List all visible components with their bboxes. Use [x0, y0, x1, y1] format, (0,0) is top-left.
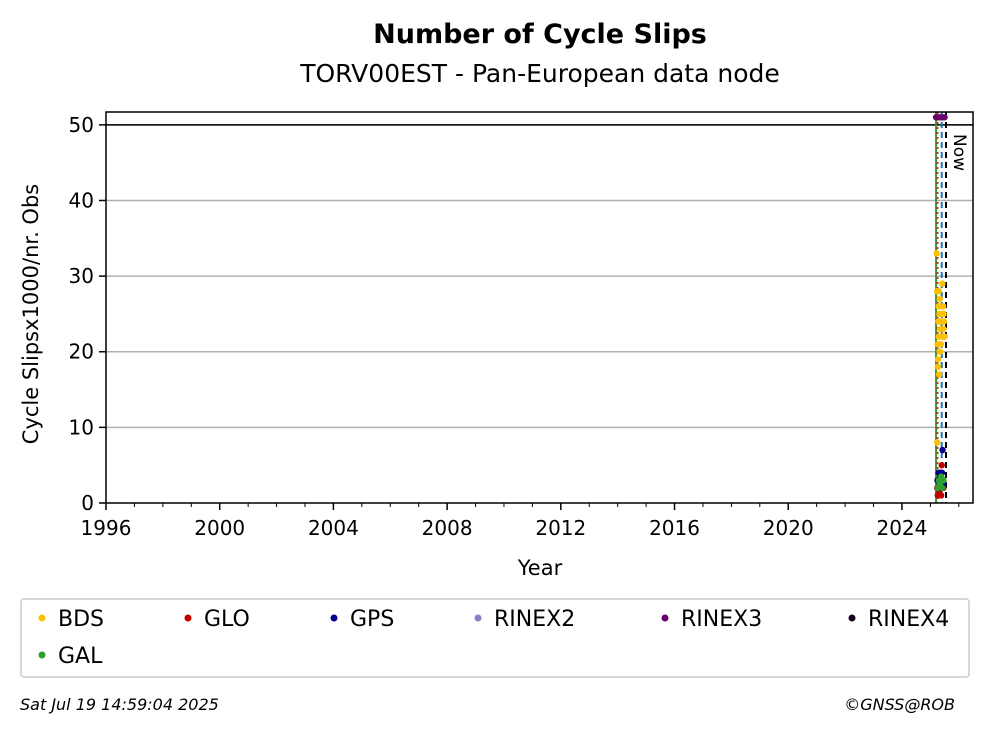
legend-box	[20, 598, 970, 678]
point-bds-22	[940, 325, 947, 333]
point-bds-28	[935, 288, 943, 295]
legend-label-gps: GPS	[350, 607, 394, 632]
point-bds-0	[933, 250, 940, 257]
legend-marker-bds	[38, 614, 46, 622]
point-bds-26	[933, 439, 941, 446]
legend-label-rinex3: RINEX3	[681, 607, 762, 632]
point-bds-27	[934, 363, 941, 371]
footer-timestamp: Sat Jul 19 14:59:04 2025	[20, 695, 219, 714]
y-tick-label-0: 0	[81, 491, 94, 515]
x-axis-ticks: 1996 2000 2004 2008 2012 2016 2020 2024	[81, 503, 960, 540]
point-bds-24	[940, 318, 948, 325]
y-axis-label: Cycle Slipsx1000/nr. Obs	[19, 184, 43, 444]
grid-lines	[106, 124, 973, 429]
point-glo-8	[938, 461, 945, 469]
legend-marker-rinex2	[474, 614, 482, 622]
y-tick-label-50: 50	[69, 113, 94, 137]
legend-label-glo: GLO	[204, 607, 250, 632]
x-axis-label: Year	[517, 556, 563, 580]
point-gps-9	[939, 446, 946, 454]
legend-marker-glo	[184, 614, 192, 622]
y-tick-label-20: 20	[69, 340, 94, 364]
legend-label-bds: BDS	[58, 607, 104, 632]
point-gal-4	[939, 484, 946, 492]
y-axis-ticks: 0 10 20 30 40 50	[69, 113, 106, 515]
y-tick-label-30: 30	[69, 264, 94, 288]
x-tick-label-2000: 2000	[194, 516, 245, 540]
footer-copyright: ©GNSS@ROB	[844, 695, 955, 714]
point-bds-29	[936, 348, 943, 355]
point-bds-3	[934, 356, 942, 363]
point-bds-9	[936, 295, 943, 303]
legend-marker-rinex3	[661, 614, 669, 622]
legend-marker-gps	[330, 614, 338, 622]
point-bds-13	[937, 340, 945, 348]
legend-label-gal: GAL	[58, 644, 103, 669]
legend-label-rinex4: RINEX4	[868, 607, 949, 632]
point-rinex3-5	[941, 114, 948, 121]
legend-label-rinex2: RINEX2	[494, 607, 575, 632]
now-label: Now	[949, 134, 969, 171]
chart-subtitle: TORV00EST - Pan-European data node	[299, 59, 780, 88]
point-bds-25	[941, 333, 948, 340]
point-glo-7	[937, 492, 945, 499]
legend-marker-rinex4	[848, 614, 856, 622]
point-bds-7	[935, 371, 943, 378]
point-bds-18	[939, 280, 946, 287]
x-tick-label-1996: 1996	[81, 516, 132, 540]
chart-title: Number of Cycle Slips	[373, 19, 707, 50]
legend-marker-gal	[38, 651, 46, 659]
x-tick-label-2024: 2024	[876, 516, 927, 540]
plot-frame	[105, 111, 974, 504]
x-tick-label-2020: 2020	[763, 516, 814, 540]
point-bds-21	[939, 303, 947, 310]
point-gal-5	[940, 477, 947, 484]
x-tick-label-2016: 2016	[649, 516, 700, 540]
data-points	[932, 114, 948, 499]
y-tick-label-10: 10	[69, 415, 94, 439]
x-tick-label-2012: 2012	[535, 516, 586, 540]
point-bds-23	[940, 310, 947, 318]
legend: BDS GLO GPS RINEX2 RINEX3 RINEX4 GAL	[38, 607, 949, 669]
x-tick-label-2004: 2004	[308, 516, 359, 540]
y-tick-label-40: 40	[69, 188, 94, 212]
x-tick-label-2008: 2008	[422, 516, 473, 540]
